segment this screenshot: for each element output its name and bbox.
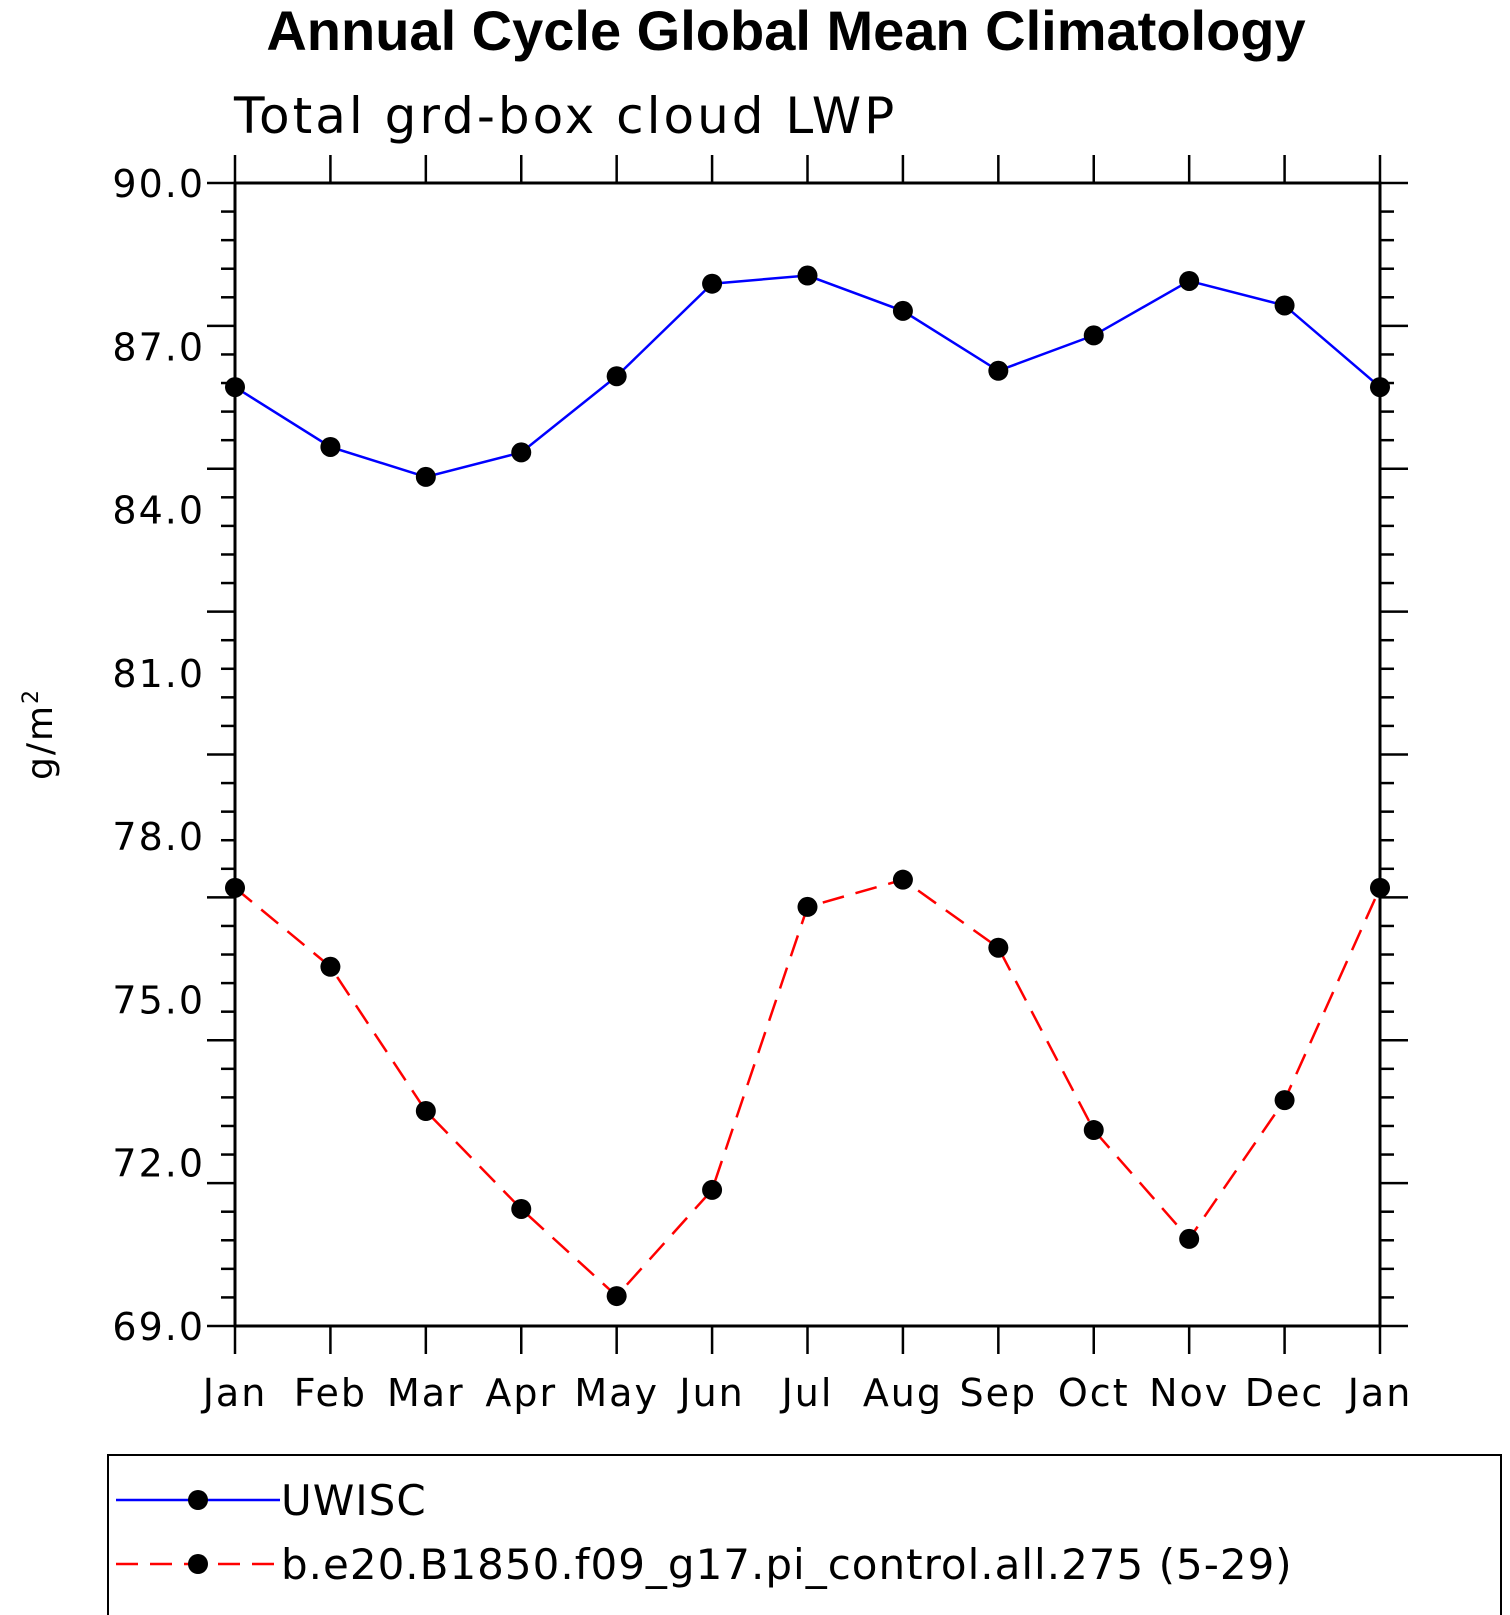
legend-label: b.e20.B1850.f09_g17.pi_control.all.275 (…	[281, 1540, 1293, 1589]
legend-box	[107, 1454, 1502, 1615]
data-point	[320, 436, 341, 457]
data-point	[511, 1198, 532, 1219]
data-point	[606, 366, 627, 387]
x-tick-label: May	[574, 1371, 659, 1415]
plot-frame	[233, 181, 1382, 1328]
data-point	[1274, 1090, 1295, 1111]
y-tick-label: 75.0	[112, 978, 205, 1022]
series-line	[234, 878, 1382, 1298]
data-point	[797, 265, 818, 286]
data-point	[1370, 377, 1390, 398]
legend: UWISC b.e20.B1850.f09_g17.pi_control.all.…	[107, 1454, 1502, 1615]
data-point	[511, 442, 532, 463]
y-tick-label: 87.0	[112, 325, 205, 369]
x-tick-label: Aug	[863, 1371, 943, 1415]
data-point	[702, 273, 723, 294]
y-tick-label: 78.0	[112, 815, 205, 859]
data-point	[415, 1101, 436, 1122]
y-axis-label: g/m2	[19, 688, 61, 780]
data-point	[702, 1179, 723, 1200]
plot-area	[225, 265, 1390, 1307]
x-tick-label: Mar	[387, 1371, 465, 1415]
data-point	[988, 937, 1009, 958]
legend-marker	[188, 1490, 208, 1510]
x-tick-label: Jan	[201, 1371, 268, 1415]
x-tick-label: Jul	[780, 1371, 834, 1415]
data-point	[225, 877, 245, 898]
data-point	[797, 896, 818, 917]
x-tick-label: Dec	[1245, 1371, 1325, 1415]
y-axis-label-text: g/m	[20, 704, 61, 780]
data-point	[892, 869, 913, 890]
x-tick-label: Apr	[485, 1371, 557, 1415]
y-tick-label: 69.0	[112, 1305, 205, 1349]
chart-subtitle: Total grd-box cloud LWP	[233, 87, 897, 145]
data-point	[1274, 295, 1295, 316]
data-point	[1083, 1120, 1104, 1141]
data-point	[320, 956, 341, 977]
x-tick-label: Feb	[294, 1371, 367, 1415]
series-0	[225, 265, 1390, 487]
series-1	[225, 869, 1390, 1307]
data-point	[606, 1286, 627, 1307]
legend-marker	[188, 1554, 208, 1574]
x-tick-label: Jun	[677, 1371, 744, 1415]
chart-title: Annual Cycle Global Mean Climatology	[266, 0, 1305, 62]
data-point	[988, 360, 1009, 381]
data-point	[892, 300, 913, 321]
data-point	[1370, 877, 1390, 898]
data-point	[1179, 270, 1200, 291]
legend-label: UWISC	[281, 1476, 427, 1525]
svg-text:g/m2: g/m2	[19, 688, 61, 780]
series-line	[234, 274, 1381, 479]
y-tick-label: 72.0	[112, 1142, 205, 1186]
x-tick-label: Oct	[1058, 1371, 1130, 1415]
y-tick-label: 90.0	[112, 162, 205, 206]
x-tick-label: Nov	[1149, 1371, 1229, 1415]
data-point	[1179, 1228, 1200, 1249]
x-tick-label: Jan	[1346, 1371, 1413, 1415]
axes: 69.0 72.0 75.0 78.0 81.0 84.0 87.0 90.0 Jan Feb Ma…	[112, 155, 1413, 1415]
y-tick-label: 81.0	[112, 652, 205, 696]
data-point	[1083, 325, 1104, 346]
x-tick-label: Sep	[960, 1371, 1038, 1415]
y-tick-label: 84.0	[112, 489, 205, 533]
data-point	[415, 466, 436, 487]
data-point	[225, 377, 245, 398]
y-axis-label-superscript: 2	[19, 688, 44, 704]
